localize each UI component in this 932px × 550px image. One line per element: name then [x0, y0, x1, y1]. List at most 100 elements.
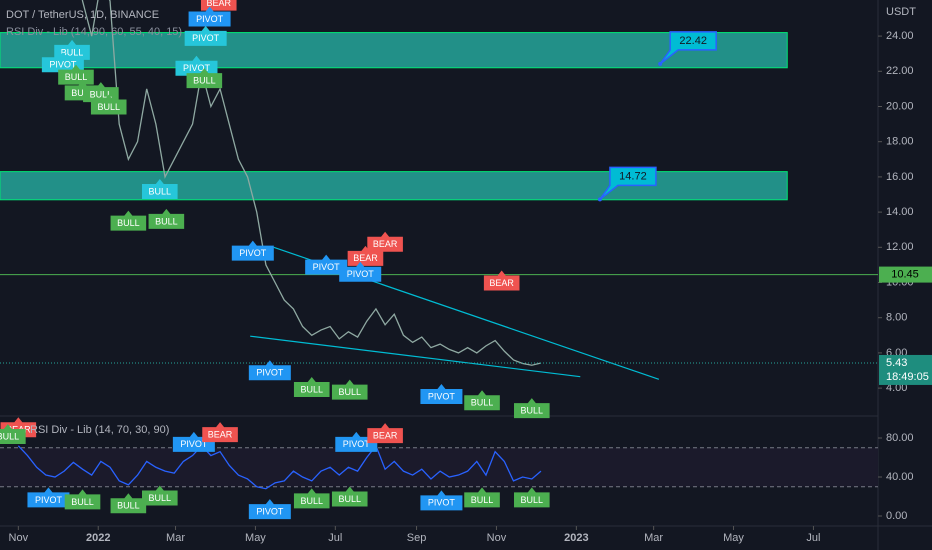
y-tick-label: 16.00 — [886, 171, 914, 183]
signal-box — [175, 55, 218, 76]
signal-label: PIVOT — [27, 487, 70, 508]
signal-box — [339, 261, 382, 282]
signal-label: PIVOT — [335, 431, 378, 452]
rsi-tick-label: 80.00 — [886, 432, 914, 444]
signal-text: BULL — [117, 501, 140, 511]
y-tick-label: 18.00 — [886, 136, 914, 148]
x-tick-label: Nov — [9, 532, 29, 544]
signal-label: BULL — [90, 94, 127, 115]
signal-box — [248, 499, 291, 520]
signal-label: BULL — [186, 68, 223, 89]
signal-label: PIVOT — [248, 499, 291, 520]
signal-label: BEAR — [367, 231, 403, 252]
signal-label: BULL — [110, 210, 147, 231]
signal-label: BULL — [464, 390, 500, 411]
series-line — [17, 444, 542, 490]
signal-label: BULL — [142, 485, 178, 506]
signal-box — [331, 486, 368, 507]
series-line — [81, 0, 542, 366]
rsi-tick-label: 40.00 — [886, 471, 914, 483]
signal-box — [90, 94, 127, 115]
signal-text: PIVOT — [180, 439, 208, 449]
signal-box — [514, 398, 550, 419]
x-tick-label: May — [723, 532, 744, 544]
signal-text: BULL — [90, 90, 113, 100]
signal-box — [367, 231, 403, 252]
signal-label: PIVOT — [420, 490, 463, 511]
last-price-label: 5.43 — [886, 357, 907, 369]
signal-box — [293, 376, 330, 397]
indicator-title: RSI Div - Lib (14, 90, 60, 55, 40, 15) — [6, 26, 182, 38]
signal-label: BULL — [64, 489, 101, 510]
signal-text: PIVOT — [35, 495, 63, 505]
hline-tag — [879, 266, 932, 283]
y-tick-label: 4.00 — [886, 382, 907, 394]
callout-anchor — [597, 197, 602, 202]
signal-box — [184, 25, 227, 46]
signal-label: PIVOT — [188, 6, 231, 27]
x-tick-label: May — [245, 532, 266, 544]
signal-label: BULL — [110, 493, 147, 514]
signal-text: BEAR — [208, 429, 233, 439]
signal-box — [110, 210, 147, 231]
signal-text: PIVOT — [239, 248, 267, 258]
signal-text: PIVOT — [196, 14, 224, 24]
signal-label: BULL — [331, 379, 368, 400]
signal-text: PIVOT — [256, 368, 284, 378]
y-tick-label: 20.00 — [886, 100, 914, 112]
y-tick-label: 22.00 — [886, 65, 914, 77]
signal-box — [186, 68, 223, 89]
signal-label: PIVOT — [339, 261, 382, 282]
signal-box — [27, 487, 70, 508]
callout — [599, 166, 657, 201]
signal-text: BULL — [65, 72, 88, 82]
signal-label: PIVOT — [231, 240, 274, 261]
signal-label: BEAR — [202, 422, 238, 443]
unit: USDT — [886, 6, 916, 18]
signal-label: BULL — [0, 424, 26, 445]
x-tick-label: Mar — [644, 532, 663, 544]
signal-label: BEAR — [367, 423, 403, 444]
signal-box — [0, 424, 26, 445]
signal-label: PIVOT — [184, 25, 227, 46]
signal-text: BULL — [300, 496, 323, 506]
signal-text: BEAR — [373, 239, 398, 249]
signal-text: BEAR — [353, 253, 378, 263]
signal-box — [202, 422, 238, 443]
signal-text: BULL — [117, 218, 140, 228]
signal-label: BULL — [514, 398, 550, 419]
hline-label: 10.45 — [891, 268, 919, 280]
y-tick-label: 24.00 — [886, 30, 914, 42]
signal-box — [367, 423, 403, 444]
x-tick-label: 2022 — [86, 532, 110, 544]
signal-text: BULL — [149, 186, 172, 196]
signal-text: PIVOT — [343, 439, 371, 449]
signal-text: PIVOT — [347, 269, 375, 279]
signal-label: BULL — [142, 178, 178, 199]
signal-text: BULL — [471, 495, 494, 505]
signal-label: BULL — [58, 64, 94, 85]
rsi-title: RSI Div - Lib (14, 70, 30, 90) — [30, 424, 169, 436]
signal-text: BULL — [300, 384, 323, 394]
countdown: 18:49:05 — [886, 371, 929, 383]
signal-label: PIVOT — [305, 254, 348, 275]
signal-label: BULL — [514, 487, 550, 508]
signal-text: BULL — [521, 405, 544, 415]
callout-label: 22.42 — [679, 35, 707, 47]
rsi-pane — [0, 444, 878, 490]
signal-text: BEAR — [206, 0, 231, 8]
y-tick-label: 14.00 — [886, 206, 914, 218]
callout-anchor — [658, 61, 663, 66]
signal-box — [293, 488, 330, 509]
y-tick-label: 12.00 — [886, 241, 914, 253]
signal-label: BULL — [293, 488, 330, 509]
signal-box — [483, 270, 520, 291]
signal-text: BULL — [193, 75, 216, 85]
signal-text: PIVOT — [49, 60, 77, 70]
signal-box — [142, 485, 178, 506]
signal-text: BULL — [338, 387, 361, 397]
signal-box — [110, 493, 147, 514]
x-tick-label: Mar — [166, 532, 185, 544]
